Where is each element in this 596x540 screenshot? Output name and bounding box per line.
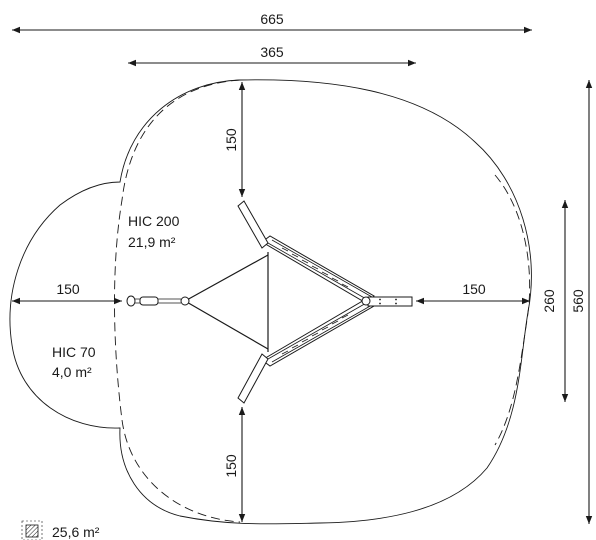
dim-left-clearance: 150: [56, 281, 80, 297]
hic200-area: 21,9 m²: [128, 234, 176, 250]
total-area: 25,6 m²: [52, 524, 100, 540]
hub-joint: [361, 296, 371, 306]
dim-total-width: 665: [260, 11, 284, 27]
leg-top: [237, 200, 269, 249]
lower-beam: [261, 298, 375, 367]
dim-inner-height: 260: [541, 289, 557, 313]
hic70-area: 4,0 m²: [52, 364, 92, 380]
upper-beam: [261, 235, 375, 304]
hic200-zone-boundary: [114, 79, 241, 523]
swing-end: [126, 295, 136, 307]
hic200-zone-boundary-right: [494, 174, 531, 446]
dim-right-clearance: 150: [462, 281, 486, 297]
hatched-square-icon: [25, 524, 39, 538]
leg-right: [367, 296, 413, 307]
pivot-joint: [180, 296, 190, 306]
dim-inner-width: 365: [260, 44, 284, 60]
dim-top-clearance: 150: [223, 128, 239, 152]
hic200-label: HIC 200: [128, 213, 180, 229]
swing-structure: [126, 200, 413, 404]
safety-zone-outline: [9, 79, 532, 525]
hic70-label: HIC 70: [52, 344, 96, 360]
hatched-square-icon-frame: [21, 520, 43, 540]
dim-total-height: 560: [570, 289, 586, 313]
swing-seat: [139, 296, 159, 306]
leg-bottom: [237, 353, 269, 404]
dim-bottom-clearance: 150: [223, 454, 239, 478]
leg-right-bolts: [379, 298, 397, 305]
